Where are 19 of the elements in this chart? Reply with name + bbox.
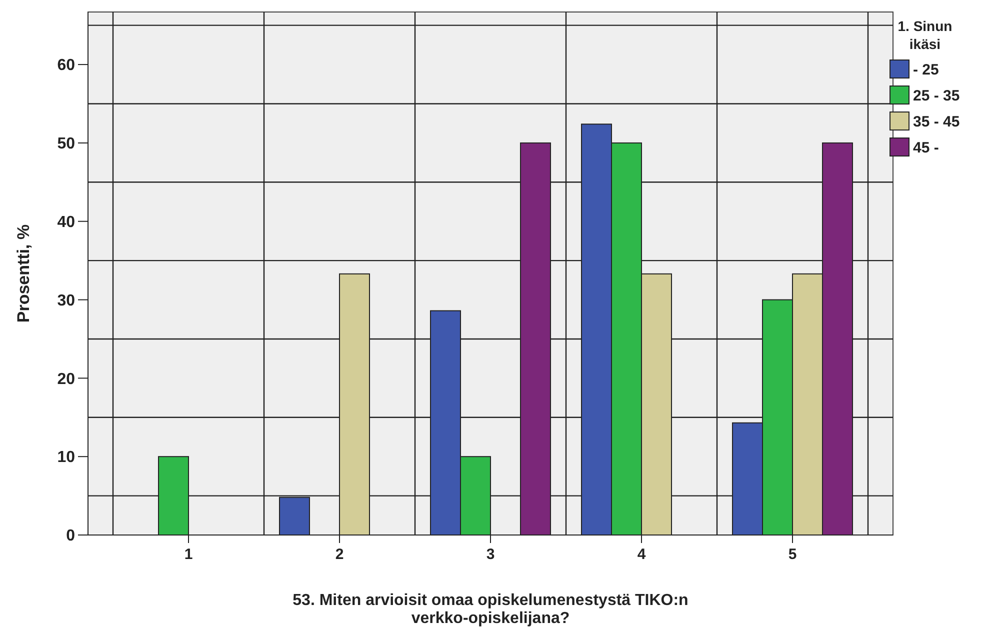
legend-title: 1. Sinun ikäsi xyxy=(898,18,952,52)
y-axis-title: Prosentti, % xyxy=(14,224,33,323)
y-tick-label: 50 xyxy=(57,136,76,153)
legend-label: 25 - 35 xyxy=(913,87,960,104)
y-tick-label: 20 xyxy=(57,370,76,388)
x-tick-label: 2 xyxy=(335,546,344,563)
legend-label: 45 - xyxy=(913,139,939,156)
x-axis-title: 53. Miten arvioisit omaa opiskelumenestystä TIKO:n verkko-opiskelijana? xyxy=(292,592,688,627)
y-tick-label: 0 xyxy=(66,528,76,545)
y-tick-label: 10 xyxy=(57,449,76,466)
legend-label: - 25 xyxy=(913,61,939,78)
x-tick-label: 1 xyxy=(184,546,193,563)
x-tick-label: 5 xyxy=(788,546,797,563)
y-tick-label: 60 xyxy=(57,57,76,74)
legend-label: 35 - 45 xyxy=(913,113,960,130)
y-tick-label: 40 xyxy=(57,214,76,231)
y-tick-label: 30 xyxy=(57,292,76,310)
x-tick-label: 4 xyxy=(637,546,646,563)
x-tick-label: 3 xyxy=(486,546,495,563)
